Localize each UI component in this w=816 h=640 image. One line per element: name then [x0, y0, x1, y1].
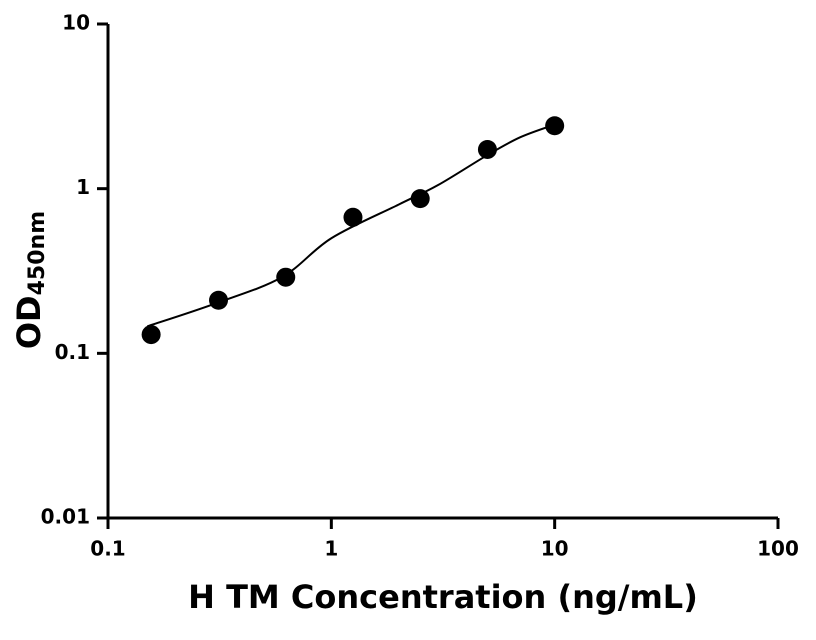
- y-axis-title-sub: 450nm: [25, 211, 50, 296]
- x-tick-label: 10: [541, 537, 569, 561]
- data-point: [545, 116, 565, 136]
- x-axis-title: H TM Concentration (ng/mL): [188, 578, 698, 616]
- y-tick-label: 0.01: [41, 505, 90, 529]
- x-tick-label: 1: [324, 537, 338, 561]
- data-point: [343, 207, 363, 227]
- data-point: [276, 267, 296, 287]
- x-tick-label: 100: [757, 537, 799, 561]
- y-tick-label: 1: [76, 175, 90, 199]
- data-point: [477, 139, 497, 159]
- y-axis-title-main: OD: [10, 295, 48, 349]
- data-point: [209, 290, 229, 310]
- y-axis-title: OD450nm: [10, 211, 50, 349]
- data-point: [410, 189, 430, 209]
- x-tick-label: 0.1: [90, 537, 125, 561]
- fit-curve: [147, 123, 556, 328]
- y-tick-label: 10: [62, 11, 90, 35]
- y-tick-label: 0.1: [55, 340, 90, 364]
- data-point: [141, 325, 161, 345]
